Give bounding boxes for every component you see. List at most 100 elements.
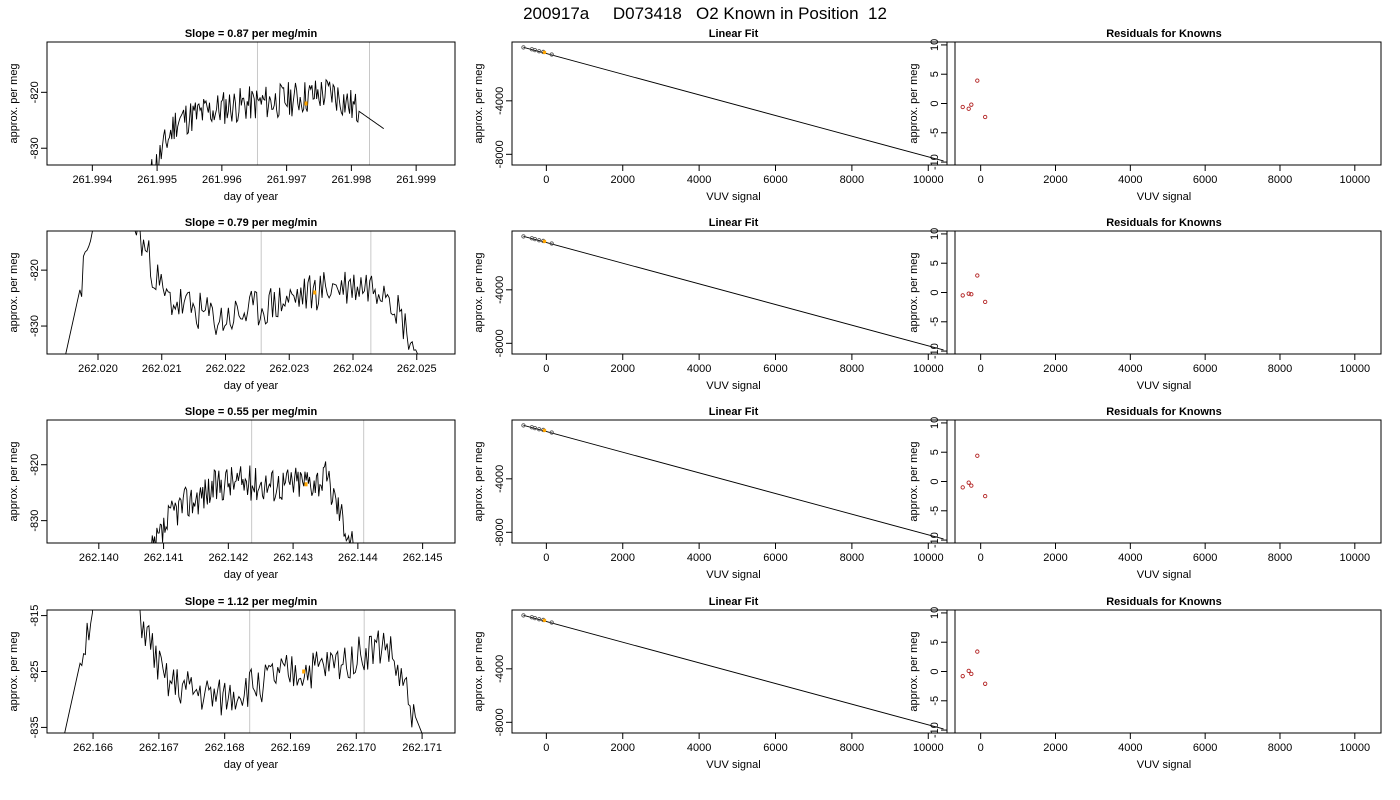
y-tick-label: -830 bbox=[29, 315, 41, 337]
residual-point bbox=[969, 483, 974, 488]
plot-frame bbox=[511, 230, 956, 355]
plot-area bbox=[65, 231, 419, 354]
highlight-point bbox=[542, 239, 547, 244]
residual-point bbox=[969, 671, 974, 676]
residual-point bbox=[983, 681, 988, 686]
plot-area bbox=[151, 420, 365, 543]
y-axis-label: approx. per meg bbox=[8, 631, 20, 711]
x-tick-label: 4000 bbox=[1118, 174, 1142, 186]
residual-point bbox=[975, 273, 980, 278]
y-axis-label: approx. per meg bbox=[908, 631, 920, 711]
y-tick-label: -8000 bbox=[494, 140, 506, 168]
residual-point bbox=[975, 649, 980, 654]
x-tick-label: 10000 bbox=[913, 174, 944, 186]
fit-line bbox=[523, 46, 944, 162]
residual-point bbox=[969, 292, 974, 297]
x-tick-label: 0 bbox=[543, 363, 549, 375]
residual-point bbox=[966, 480, 971, 485]
y-tick-label: 5 bbox=[929, 71, 941, 77]
plot-frame bbox=[946, 419, 1382, 544]
highlight-point bbox=[542, 428, 547, 433]
plot-area bbox=[960, 78, 988, 120]
y-tick-label: -8000 bbox=[494, 329, 506, 357]
panel-drift-row3: Slope = 0.55 per meg/min 262.140 262.141 26… bbox=[8, 406, 456, 581]
x-tick-label: 262.143 bbox=[273, 552, 313, 564]
x-tick-label: 4000 bbox=[1118, 363, 1142, 375]
x-tick-label: 8000 bbox=[840, 552, 864, 564]
y-tick-label: -820 bbox=[29, 81, 41, 103]
y-tick-label: -815 bbox=[29, 605, 41, 627]
highlight-point bbox=[302, 669, 306, 674]
y-tick-label: -830 bbox=[29, 510, 41, 532]
x-tick-label: 262.171 bbox=[402, 742, 442, 754]
plot-area bbox=[521, 423, 944, 540]
x-tick-label: 2000 bbox=[611, 742, 635, 754]
x-axis-label: day of year bbox=[224, 569, 279, 581]
y-tick-label: -10 bbox=[929, 343, 941, 359]
y-tick-label: 5 bbox=[929, 639, 941, 645]
known-point bbox=[549, 620, 554, 625]
residual-point bbox=[960, 104, 965, 110]
y-tick-label: -10 bbox=[929, 532, 941, 548]
y-tick-label: -10 bbox=[929, 154, 941, 170]
known-point bbox=[549, 241, 554, 246]
y-tick-label: 10 bbox=[929, 607, 941, 619]
panel-drift-row2: Slope = 0.79 per meg/min 262.020 262.021 26… bbox=[8, 217, 456, 392]
x-tick-label: 6000 bbox=[1193, 552, 1217, 564]
x-tick-label: 4000 bbox=[1118, 552, 1142, 564]
x-tick-label: 0 bbox=[978, 742, 984, 754]
x-tick-label: 261.998 bbox=[331, 174, 371, 186]
y-tick-label: -820 bbox=[29, 454, 41, 476]
known-point bbox=[532, 236, 538, 242]
x-tick-label: 262.170 bbox=[336, 742, 376, 754]
x-tick-label: 4000 bbox=[687, 742, 711, 754]
panel-title: Linear Fit bbox=[709, 28, 759, 40]
y-tick-label: 10 bbox=[929, 228, 941, 240]
x-axis-label: day of year bbox=[224, 759, 279, 771]
y-axis-label: approx. per meg bbox=[8, 63, 20, 143]
panel-title: Slope = 0.79 per meg/min bbox=[185, 217, 318, 229]
y-axis-label: approx. per meg bbox=[908, 63, 920, 143]
plot-frame bbox=[511, 609, 956, 734]
x-tick-label: 6000 bbox=[763, 363, 787, 375]
x-tick-label: 10000 bbox=[1340, 363, 1371, 375]
x-tick-label: 261.994 bbox=[72, 174, 112, 186]
y-tick-label: 10 bbox=[929, 417, 941, 429]
plot-area bbox=[521, 45, 944, 162]
y-tick-label: -4000 bbox=[494, 655, 506, 683]
x-axis-label: VUV signal bbox=[1137, 380, 1191, 392]
residual-point bbox=[975, 453, 980, 458]
x-tick-label: 4000 bbox=[1118, 742, 1142, 754]
known-point bbox=[532, 425, 538, 431]
highlight-point bbox=[542, 618, 547, 623]
plot-area bbox=[960, 273, 988, 305]
panel-title: Slope = 0.87 per meg/min bbox=[185, 28, 318, 40]
drift-trace-line bbox=[151, 461, 354, 543]
panel-title: Slope = 1.12 per meg/min bbox=[185, 596, 318, 608]
x-tick-label: 262.145 bbox=[403, 552, 443, 564]
y-tick-label: -8000 bbox=[494, 518, 506, 546]
x-tick-label: 8000 bbox=[1268, 742, 1292, 754]
fit-line bbox=[523, 424, 944, 540]
x-tick-label: 262.020 bbox=[78, 363, 118, 375]
y-tick-label: -825 bbox=[29, 660, 41, 682]
plot-frame bbox=[946, 41, 1382, 166]
x-tick-label: 261.995 bbox=[137, 174, 177, 186]
x-tick-label: 10000 bbox=[1340, 552, 1371, 564]
x-axis-label: day of year bbox=[224, 380, 279, 392]
y-tick-label: 10 bbox=[929, 39, 941, 51]
y-tick-label: 0 bbox=[929, 668, 941, 674]
y-tick-label: 5 bbox=[929, 449, 941, 455]
x-tick-label: 8000 bbox=[1268, 363, 1292, 375]
x-axis-label: day of year bbox=[224, 191, 279, 203]
y-axis-label: approx. per meg bbox=[8, 441, 20, 521]
x-tick-label: 2000 bbox=[1043, 363, 1067, 375]
residual-point bbox=[983, 114, 988, 120]
known-point bbox=[532, 615, 538, 621]
known-point bbox=[521, 45, 526, 50]
x-tick-label: 2000 bbox=[1043, 552, 1067, 564]
x-tick-label: 2000 bbox=[611, 174, 635, 186]
panel-title: Residuals for Knowns bbox=[1106, 28, 1222, 40]
residual-point bbox=[983, 299, 988, 305]
